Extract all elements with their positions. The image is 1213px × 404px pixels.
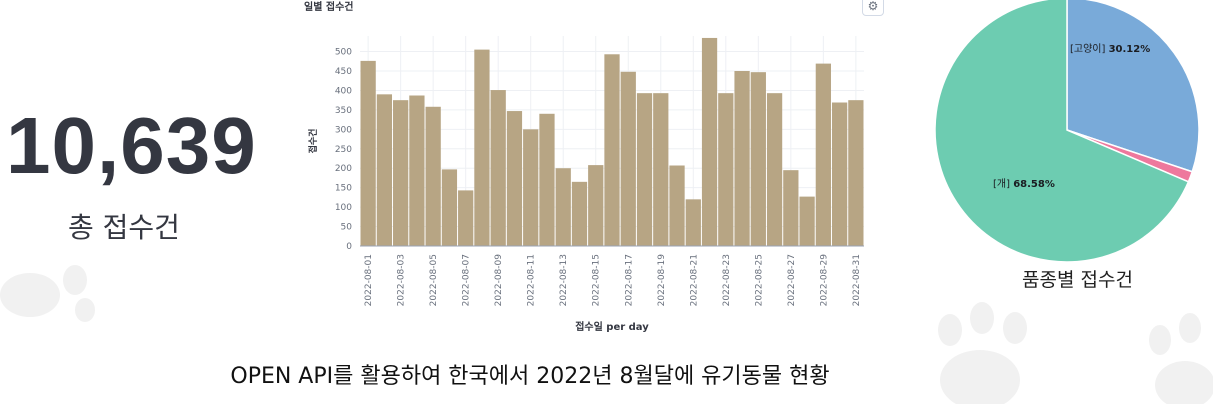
bar (636, 93, 653, 247)
x-tick-label: 2022-08-27 (787, 254, 797, 306)
bar (458, 190, 474, 246)
bar (718, 93, 734, 247)
gear-icon[interactable]: ⚙ (862, 0, 884, 16)
bar (425, 106, 441, 247)
y-tick-label: 300 (335, 125, 352, 135)
x-tick-label: 2022-08-21 (689, 254, 699, 306)
x-tick-label: 2022-08-29 (819, 254, 829, 307)
x-tick-label: 2022-08-17 (624, 254, 634, 306)
paw-print-decoration (1149, 313, 1213, 404)
x-axis-title: 접수일 per day (575, 320, 649, 333)
x-tick-label: 2022-08-01 (364, 254, 374, 306)
y-tick-label: 450 (335, 67, 352, 77)
y-tick-label: 200 (335, 164, 352, 174)
paw-print-decoration (938, 302, 1027, 404)
pie-slice (1066, 0, 1200, 173)
y-tick-label: 0 (346, 242, 352, 252)
y-tick-label: 400 (335, 86, 352, 96)
bar (360, 60, 376, 247)
bar (490, 90, 506, 246)
bar (523, 129, 539, 246)
y-tick-label: 350 (335, 106, 352, 116)
pie-slice (934, 0, 1190, 263)
paw-print-decoration (0, 265, 95, 322)
y-tick-label: 50 (341, 223, 353, 233)
daily-bar-chart: 0 50 100 150 200 250 300 350 400 450 500 2022-08-01… (307, 36, 864, 333)
bar (815, 63, 831, 246)
bar (750, 72, 766, 246)
y-tick-label: 150 (335, 184, 352, 194)
bar (539, 113, 555, 247)
bar (799, 196, 815, 246)
x-tick-label: 2022-08-15 (592, 254, 602, 306)
bar (783, 170, 799, 246)
x-tick-label: 2022-08-13 (559, 254, 569, 306)
x-tick-label: 2022-08-09 (494, 254, 504, 307)
bar (848, 100, 864, 247)
x-tick-label: 2022-08-25 (754, 254, 764, 306)
breed-pie-chart: [고양이] 30.12% [개] 68.58% (934, 0, 1200, 263)
y-axis-title: 접수건 (307, 129, 319, 154)
x-tick-label: 2022-08-03 (397, 254, 407, 306)
pie-chart-caption: 품종별 접수건 (1022, 269, 1133, 291)
bar (409, 95, 425, 246)
bar (701, 37, 718, 246)
bar (734, 71, 750, 246)
bar (620, 71, 636, 247)
bar-chart-title: 일별 접수건 (304, 2, 354, 13)
y-tick-label: 500 (335, 48, 352, 58)
y-tick-label: 100 (335, 203, 352, 213)
x-tick-label: 2022-08-31 (852, 254, 862, 306)
bar (474, 49, 490, 246)
x-tick-label: 2022-08-23 (722, 254, 732, 306)
bar (588, 165, 604, 246)
bar (653, 93, 669, 247)
bar (831, 102, 848, 246)
x-tick-label: 2022-08-05 (429, 254, 439, 306)
total-count-value: 10,639 (6, 101, 257, 190)
bar (604, 54, 620, 247)
total-count-label: 총 접수건 (68, 211, 180, 244)
bar (685, 199, 701, 246)
y-tick-label: 250 (335, 145, 352, 155)
bar (376, 94, 393, 246)
bar (393, 100, 409, 247)
x-tick-label: 2022-08-11 (527, 254, 537, 306)
bar (766, 93, 783, 247)
x-tick-label: 2022-08-07 (462, 254, 472, 306)
bar (669, 165, 685, 246)
bar (571, 181, 588, 246)
pie-slice-label: [고양이] 30.12% (1070, 43, 1150, 55)
x-tick-label: 2022-08-19 (657, 254, 667, 307)
bar (506, 111, 523, 246)
pie-slice-label: [개] 68.58% (993, 178, 1055, 190)
footer-caption: OPEN API를 활용하여 한국에서 2022년 8월달에 유기동물 현황 (230, 364, 830, 389)
bar (441, 169, 458, 246)
bar (555, 168, 571, 246)
